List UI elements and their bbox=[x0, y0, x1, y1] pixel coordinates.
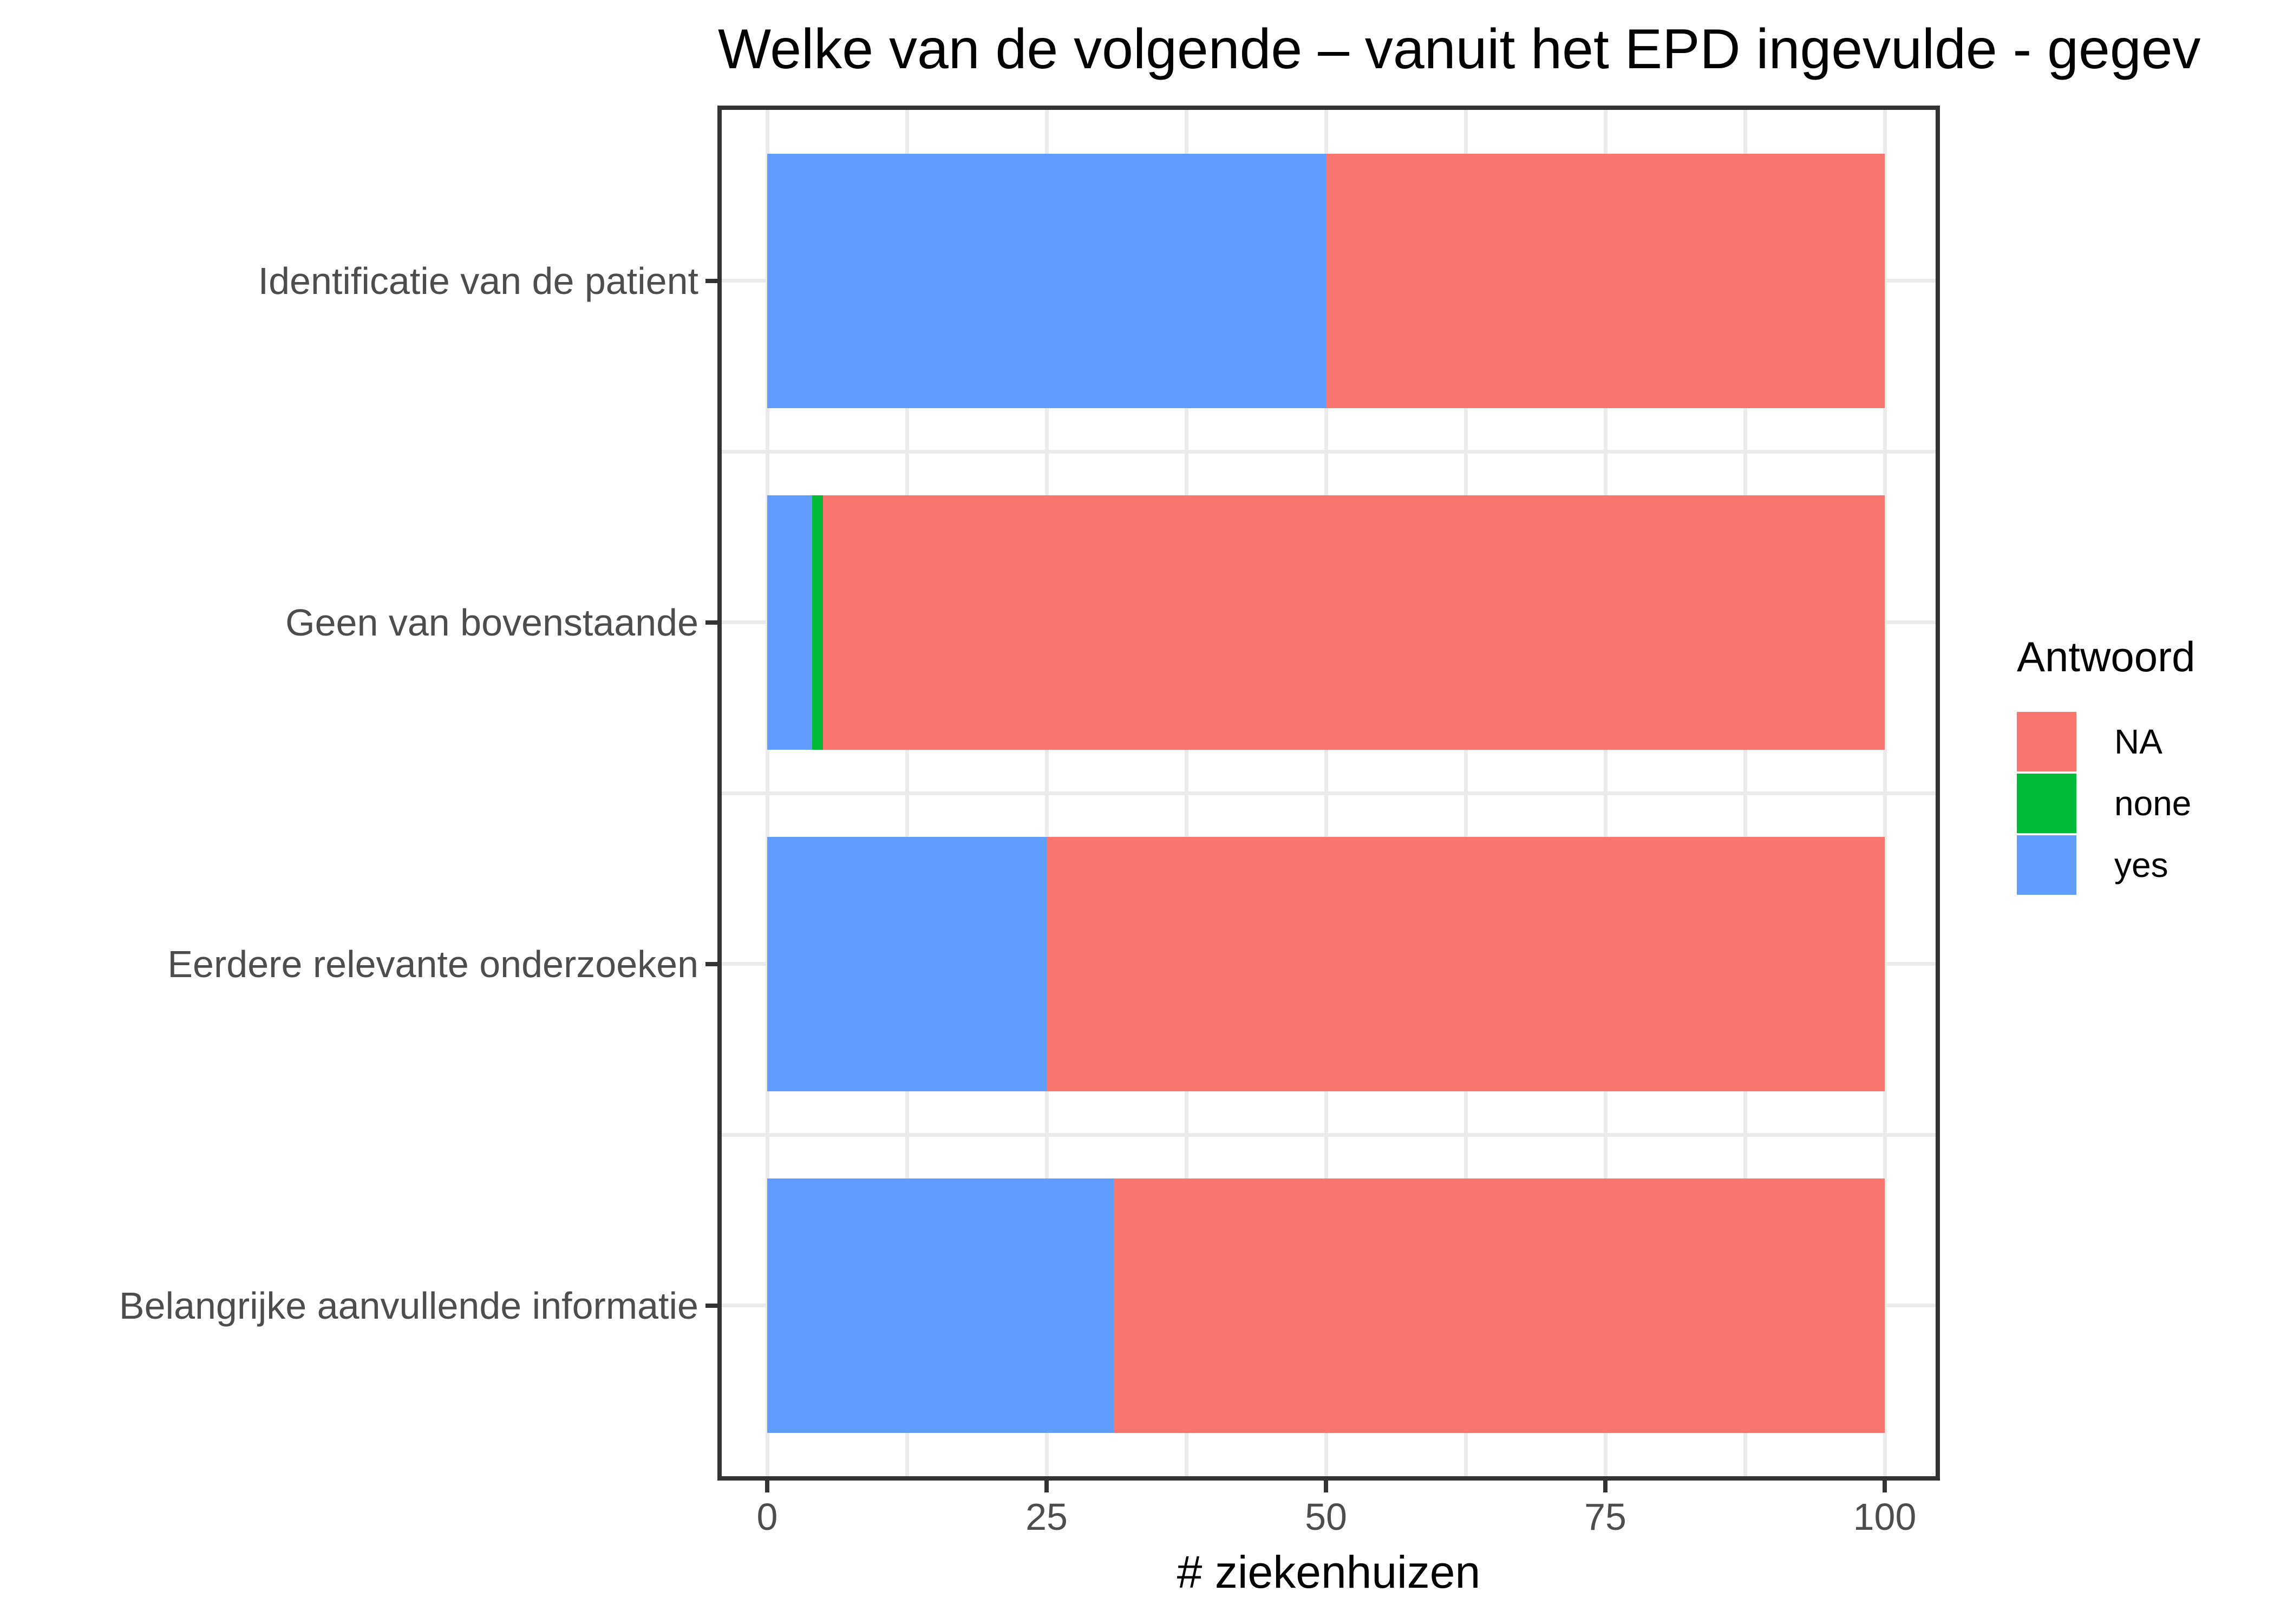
y-axis-tick-mark bbox=[705, 1303, 717, 1308]
bar-row bbox=[767, 1178, 1885, 1433]
y-axis-tick-mark bbox=[705, 961, 717, 966]
legend-key-yes bbox=[2017, 835, 2076, 895]
legend-key-NA bbox=[2017, 712, 2076, 771]
bar-segment-NA bbox=[1113, 1178, 1885, 1433]
x-axis-tick-mark bbox=[1324, 1481, 1328, 1492]
y-axis-tick-label: Geen van bovenstaande bbox=[285, 601, 698, 644]
legend-entries: NA none yes bbox=[2017, 712, 2195, 895]
bar-segment-none bbox=[812, 495, 824, 750]
y-gridline-minor bbox=[722, 449, 1936, 454]
y-axis-tick-label: Belangrijke aanvullende informatie bbox=[119, 1284, 698, 1327]
bar-row bbox=[767, 836, 1885, 1091]
legend-label: yes bbox=[2114, 846, 2168, 885]
bar-segment-yes bbox=[767, 495, 812, 750]
plot-panel bbox=[717, 106, 1940, 1481]
bar-segment-NA bbox=[1326, 153, 1885, 408]
x-axis-tick-label: 25 bbox=[1025, 1496, 1068, 1538]
y-axis-tick-mark bbox=[705, 278, 717, 283]
x-axis-tick-label: 0 bbox=[756, 1496, 778, 1538]
y-axis-tick-label: Eerdere relevante onderzoeken bbox=[167, 942, 698, 985]
y-axis-tick-label: Identificatie van de patient bbox=[258, 259, 698, 302]
x-axis-tick-mark bbox=[765, 1481, 769, 1492]
bar-row bbox=[767, 495, 1885, 750]
bar-segment-yes bbox=[767, 1178, 1114, 1433]
y-gridline-minor bbox=[722, 1132, 1936, 1137]
legend-entry: none bbox=[2017, 774, 2195, 833]
legend-entry: NA bbox=[2017, 712, 2195, 771]
legend-label: none bbox=[2114, 784, 2192, 823]
plot-title: Welke van de volgende – vanuit het EPD i… bbox=[718, 18, 2201, 81]
x-axis-tick-label: 100 bbox=[1853, 1496, 1917, 1538]
y-axis-tick-mark bbox=[705, 620, 717, 625]
x-axis-tick-label: 75 bbox=[1584, 1496, 1626, 1538]
legend-label: NA bbox=[2114, 722, 2162, 761]
y-gridline-minor bbox=[722, 791, 1936, 795]
legend-title: Antwoord bbox=[2017, 633, 2195, 680]
x-axis-tick-label: 50 bbox=[1305, 1496, 1347, 1538]
bar-segment-yes bbox=[767, 836, 1047, 1091]
legend-key-none bbox=[2017, 774, 2076, 833]
x-axis-tick-mark bbox=[1044, 1481, 1049, 1492]
x-axis-tick-mark bbox=[1883, 1481, 1887, 1492]
bar-segment-NA bbox=[1047, 836, 1885, 1091]
bar-segment-NA bbox=[823, 495, 1885, 750]
x-axis-title: # ziekenhuizen bbox=[1177, 1547, 1481, 1597]
x-axis-tick-mark bbox=[1603, 1481, 1608, 1492]
bar-row bbox=[767, 153, 1885, 408]
legend: Antwoord NA none yes bbox=[2017, 632, 2195, 897]
legend-entry: yes bbox=[2017, 835, 2195, 895]
bar-segment-yes bbox=[767, 153, 1326, 408]
